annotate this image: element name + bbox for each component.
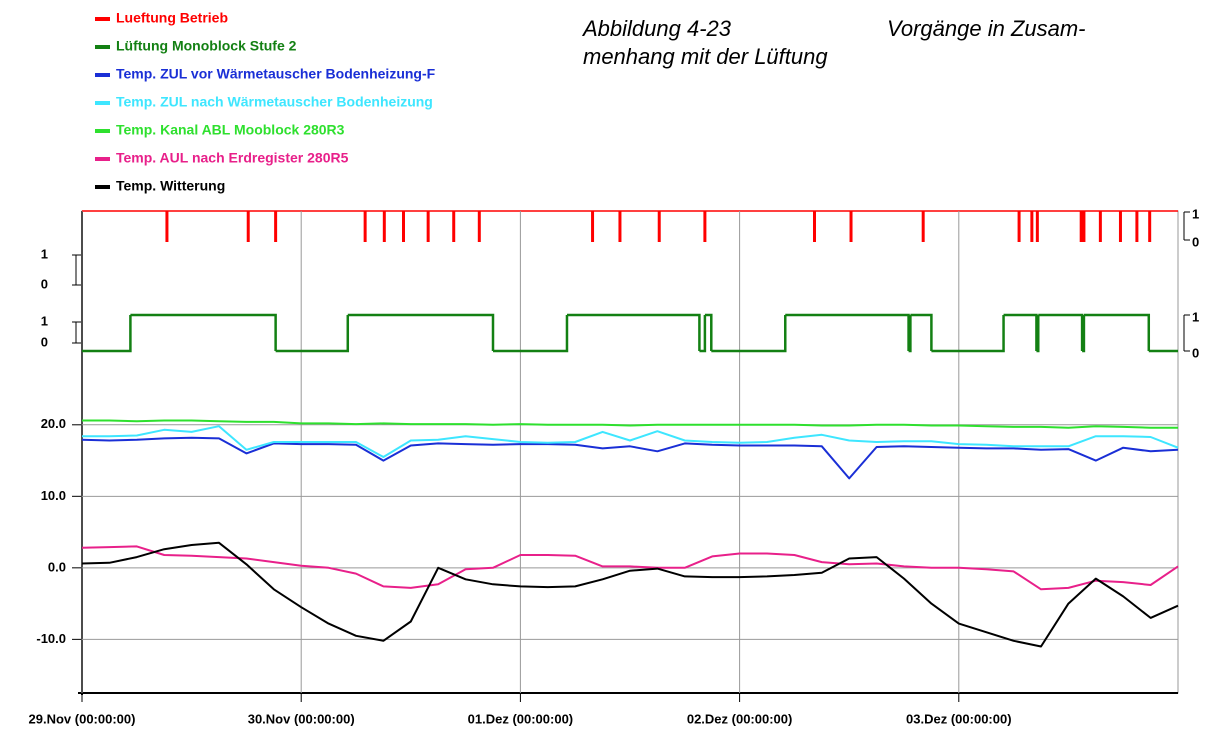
legend-swatch	[95, 185, 110, 189]
y-tick-label: 0.0	[48, 559, 66, 574]
y-tick-label: 1	[41, 246, 48, 261]
legend-swatch	[95, 129, 110, 133]
caption-number: Abbildung 4-23	[581, 16, 732, 41]
caption-line: Vorgänge in Zusam-	[887, 16, 1086, 41]
x-tick-label: 01.Dez (00:00:00)	[468, 711, 574, 726]
x-tick-label: 30.Nov (00:00:00)	[248, 711, 355, 726]
legend-label: Lueftung Betrieb	[116, 10, 228, 26]
plot-area	[81, 211, 1179, 648]
step-segment	[1082, 315, 1086, 353]
step-segment	[347, 313, 495, 351]
step-segment	[1083, 313, 1151, 351]
step-segment	[910, 313, 933, 351]
step-segment	[1036, 315, 1040, 353]
legend-label: Temp. ZUL vor Wärmetauscher Bodenheizung…	[116, 66, 436, 82]
y-tick-label: -10.0	[36, 631, 66, 646]
x-tick-label: 29.Nov (00:00:00)	[29, 711, 136, 726]
series-line	[82, 419, 1178, 429]
y-tick-label: 20.0	[41, 416, 66, 431]
legend-swatch	[95, 73, 110, 77]
step-segment	[704, 313, 713, 351]
y-tick-label: 1	[41, 313, 48, 328]
y2-tick-label: 0	[1192, 345, 1199, 360]
series-line	[81, 541, 1179, 648]
series-line	[81, 545, 1179, 591]
legend-label: Temp. Witterung	[116, 178, 225, 194]
series-line	[81, 436, 1179, 480]
plot-frame	[81, 210, 1179, 694]
step-segment	[785, 313, 910, 351]
legend-swatch	[95, 17, 110, 21]
legend-swatch	[95, 157, 110, 161]
step-segment	[931, 315, 1005, 353]
y2-tick-label: 0	[1192, 234, 1199, 249]
step-segment	[908, 315, 912, 353]
legend-label: Temp. ZUL nach Wärmetauscher Bodenheizun…	[116, 94, 433, 110]
step-segment	[1003, 313, 1038, 351]
y-tick-label: 10.0	[41, 488, 66, 503]
x-tick-label: 02.Dez (00:00:00)	[687, 711, 793, 726]
y-tick-label: 0	[41, 276, 48, 291]
step-segment	[711, 315, 787, 353]
legend-label: Temp. AUL nach Erdregister 280R5	[116, 150, 349, 166]
y-tick-label: 0	[41, 334, 48, 349]
legend-swatch	[95, 45, 110, 49]
legend-swatch	[95, 101, 110, 105]
step-segment	[130, 313, 277, 351]
step-segment	[699, 315, 707, 353]
series-line	[82, 425, 1179, 458]
y2-tick-label: 1	[1192, 206, 1199, 221]
legend: Lueftung Betrieb Lüftung Monoblock Stufe …	[95, 10, 436, 194]
step-segment	[82, 315, 132, 353]
x-tick-label: 03.Dez (00:00:00)	[906, 711, 1012, 726]
y2-tick-label: 1	[1192, 309, 1199, 324]
caption-line: menhang mit der Lüftung	[583, 44, 828, 69]
step-segment	[493, 315, 569, 353]
step-segment	[1038, 313, 1084, 351]
legend-label: Lüftung Monoblock Stufe 2	[116, 38, 297, 54]
step-segment	[275, 315, 350, 353]
step-segment	[566, 313, 701, 351]
legend-label: Temp. Kanal ABL Mooblock 280R3	[116, 122, 345, 138]
